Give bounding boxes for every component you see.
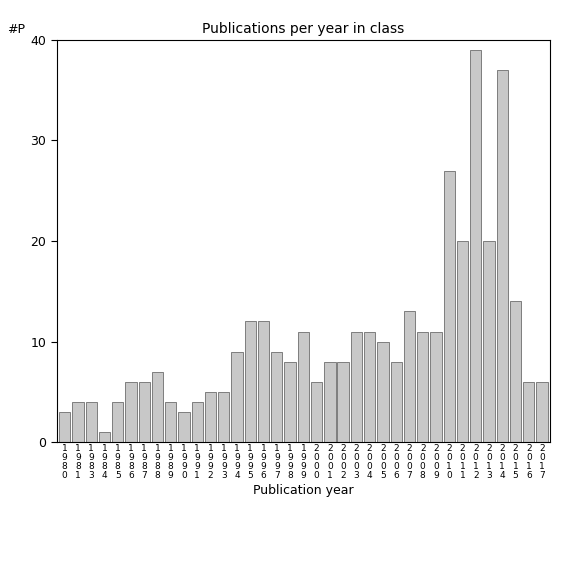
Bar: [165, 402, 176, 442]
Bar: [404, 311, 415, 442]
Bar: [271, 352, 282, 442]
Bar: [430, 332, 442, 442]
Bar: [510, 302, 521, 442]
Text: #P: #P: [7, 23, 26, 36]
Bar: [179, 412, 189, 442]
Bar: [324, 362, 336, 442]
Bar: [523, 382, 535, 442]
Bar: [72, 402, 83, 442]
Bar: [417, 332, 428, 442]
Bar: [483, 241, 494, 442]
Bar: [298, 332, 309, 442]
Bar: [112, 402, 124, 442]
Bar: [443, 171, 455, 442]
Bar: [337, 362, 349, 442]
Bar: [311, 382, 322, 442]
Bar: [536, 382, 548, 442]
Bar: [86, 402, 97, 442]
Bar: [391, 362, 402, 442]
Bar: [497, 70, 508, 442]
Bar: [231, 352, 243, 442]
Bar: [457, 241, 468, 442]
Bar: [192, 402, 203, 442]
Title: Publications per year in class: Publications per year in class: [202, 22, 404, 36]
Bar: [218, 392, 230, 442]
Bar: [351, 332, 362, 442]
Bar: [59, 412, 70, 442]
Bar: [470, 50, 481, 442]
Bar: [125, 382, 137, 442]
Bar: [99, 432, 110, 442]
Bar: [245, 321, 256, 442]
Bar: [364, 332, 375, 442]
Bar: [138, 382, 150, 442]
Bar: [377, 341, 388, 442]
Bar: [152, 372, 163, 442]
Bar: [205, 392, 216, 442]
X-axis label: Publication year: Publication year: [253, 484, 354, 497]
Bar: [285, 362, 296, 442]
Bar: [258, 321, 269, 442]
